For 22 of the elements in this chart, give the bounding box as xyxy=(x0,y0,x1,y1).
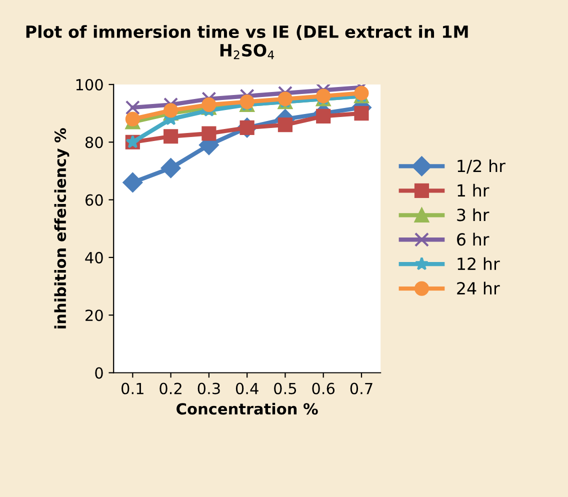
x-tick-label: 0.4 xyxy=(236,382,258,394)
y-tick-label: 0 xyxy=(95,367,103,379)
y-tick-label: 40 xyxy=(85,252,103,264)
y-tick-label: 100 xyxy=(76,78,103,91)
x-tick-label: 0.7 xyxy=(350,382,372,394)
y-tick-label: 80 xyxy=(85,136,103,148)
x-tick-label: 0.5 xyxy=(274,382,296,394)
x-tick-label: 0.6 xyxy=(312,382,335,394)
y-tick-label: 60 xyxy=(86,194,103,206)
legend-label: 12 hr xyxy=(458,257,500,270)
y-tick-label: 20 xyxy=(86,310,103,322)
x-axis-title: Concentration % xyxy=(176,402,318,415)
chart-title: Plot of immersion time vs IE (DEL extract in 1M H$_{2}$SO$_{4}$ xyxy=(26,25,468,60)
y-axis-title: inhibition effeiciency % xyxy=(54,128,70,328)
legend-label: 1 hr xyxy=(458,184,490,197)
legend-label: 24 hr xyxy=(457,282,500,294)
legend-label: 1/2 hr xyxy=(458,159,506,174)
x-tick-label: 0.1 xyxy=(122,382,144,394)
legend-label: 3 hr xyxy=(457,208,490,222)
x-tick-label: 0.2 xyxy=(160,382,182,394)
x-tick-label: 0.3 xyxy=(198,382,220,394)
legend-label: 6 hr xyxy=(457,232,490,246)
